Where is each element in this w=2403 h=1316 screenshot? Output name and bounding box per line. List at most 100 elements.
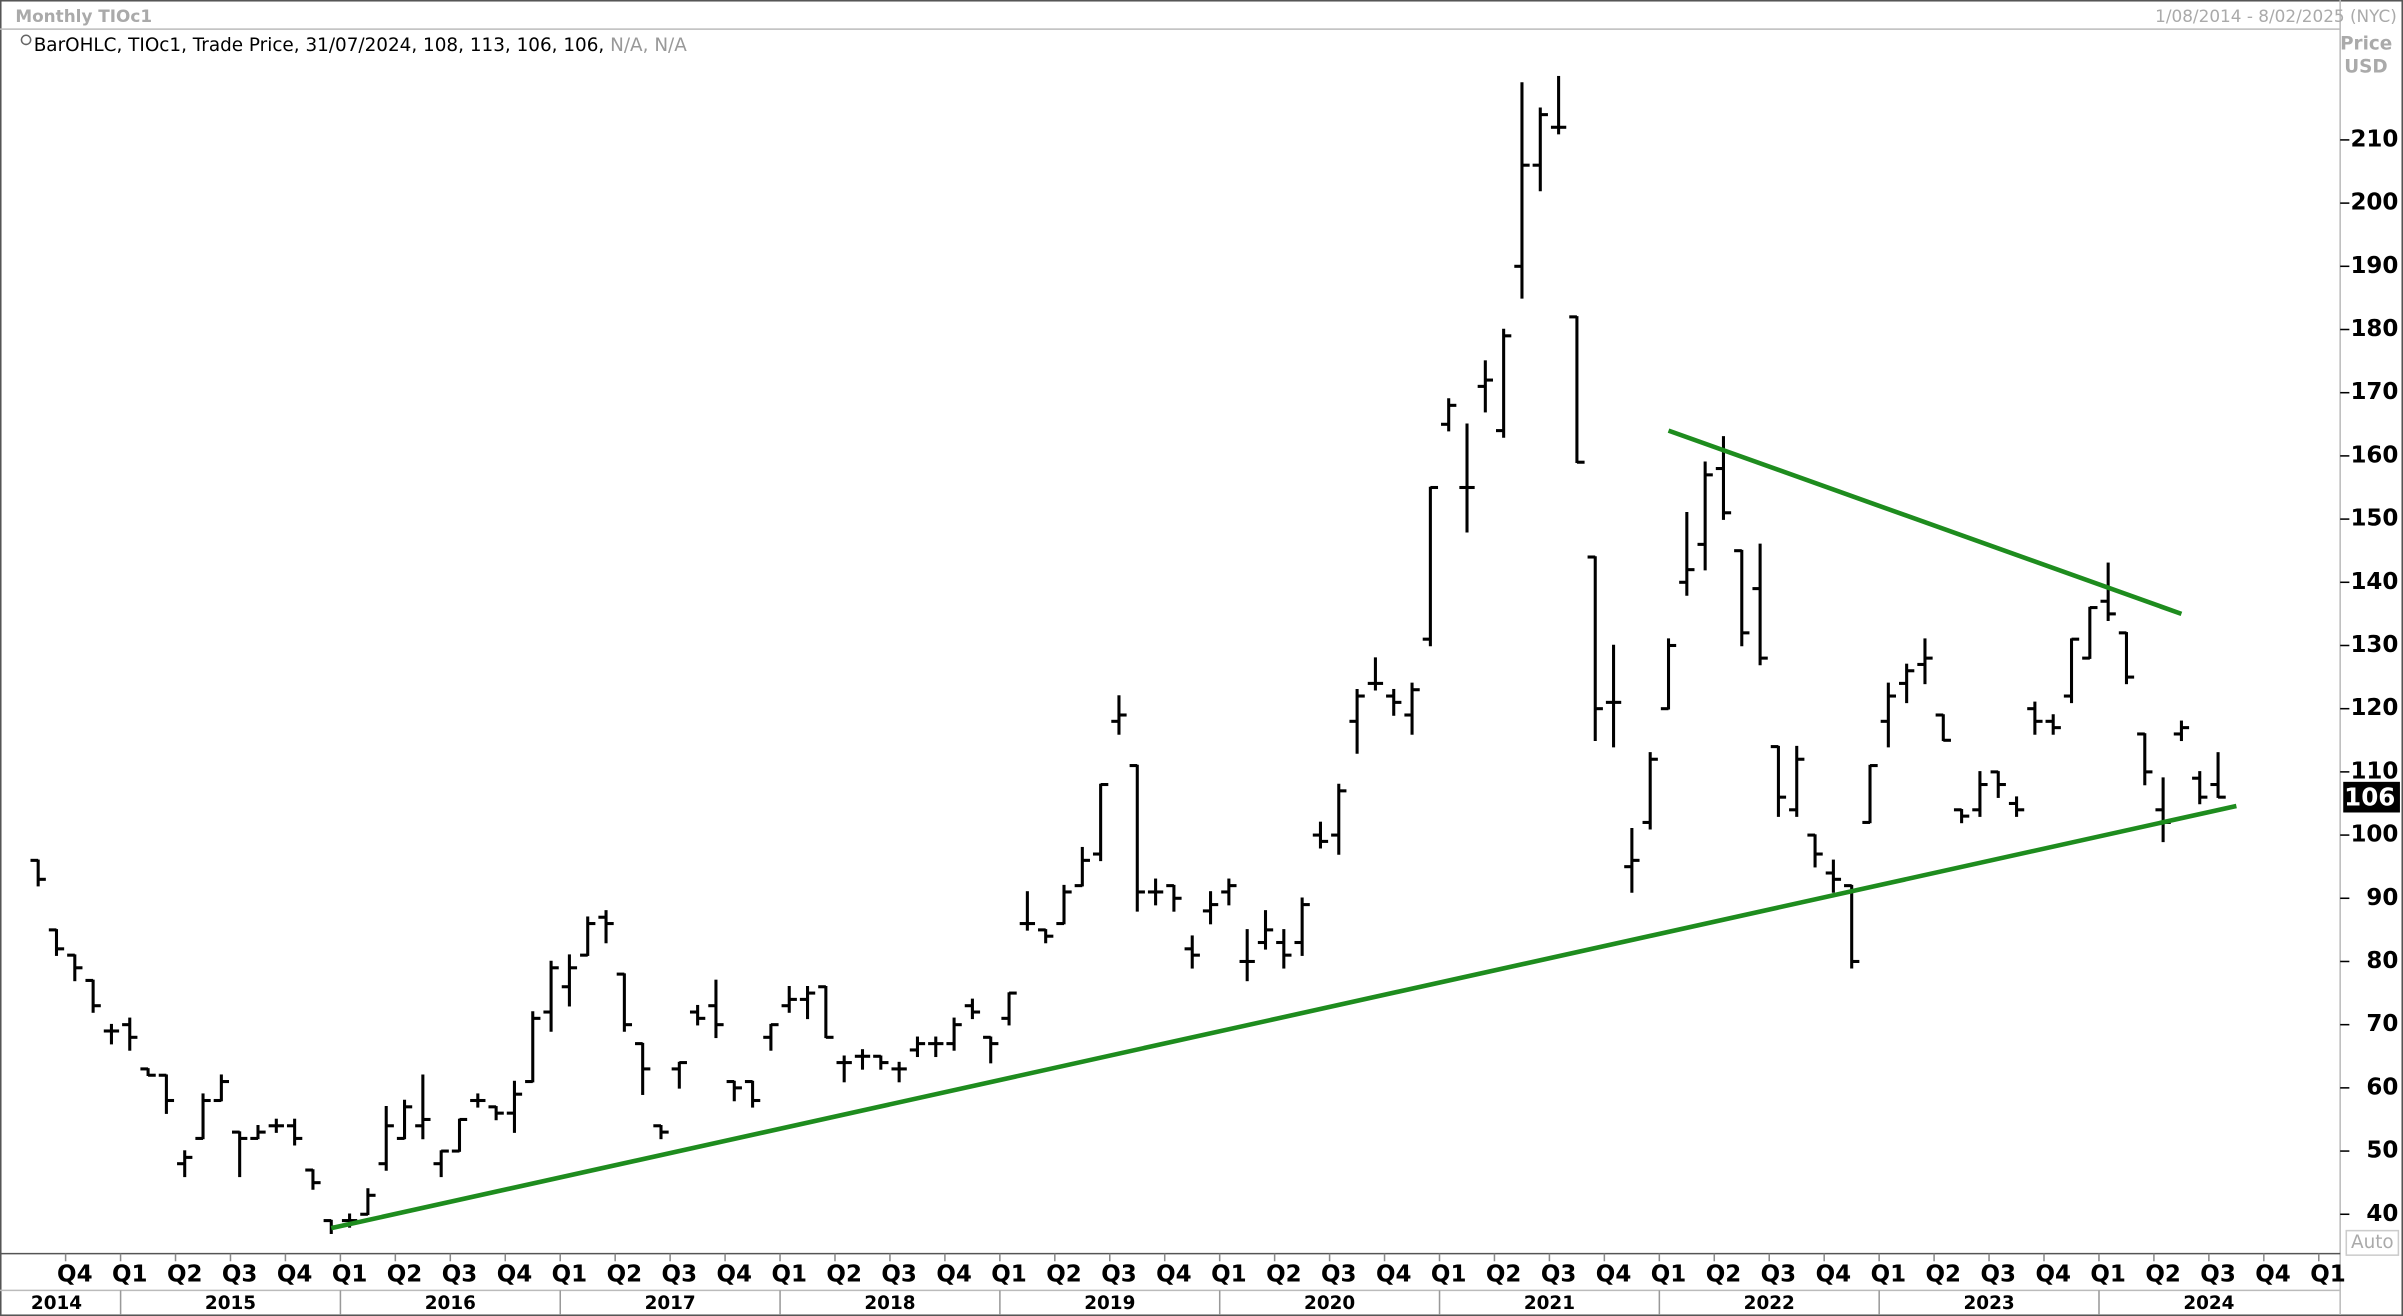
x-tick-label: Q2 [2145, 1262, 2181, 1288]
legend-text: N/A [654, 35, 687, 56]
plot-area [30, 75, 2237, 1234]
x-tick-label: Q4 [2035, 1262, 2071, 1288]
year-label: 2015 [205, 1293, 256, 1314]
x-tick-label: Q2 [1486, 1262, 1522, 1288]
y-axis-label: USD [2344, 56, 2387, 77]
x-tick-label: Q1 [332, 1262, 368, 1288]
year-label: 2024 [2183, 1293, 2234, 1314]
x-tick-label: Q3 [222, 1262, 258, 1288]
legend-text: 106 [563, 35, 598, 56]
year-label: 2020 [1304, 1293, 1355, 1314]
year-label: 2022 [1744, 1293, 1795, 1314]
x-tick-label: Q3 [1541, 1262, 1577, 1288]
y-tick-label: 100 [2350, 822, 2398, 848]
x-tick-label: Q1 [2090, 1262, 2126, 1288]
x-tick-label: Q4 [1376, 1262, 1412, 1288]
legend-text: , [505, 35, 517, 56]
x-tick-label: Q4 [1816, 1262, 1852, 1288]
x-tick-label: Q1 [2310, 1262, 2346, 1288]
legend-text: TIOc1 [127, 35, 181, 56]
legend-text: 106 [517, 35, 552, 56]
year-label: 2018 [864, 1293, 915, 1314]
x-tick-label: Q1 [771, 1262, 807, 1288]
x-tick-label: Q3 [881, 1262, 917, 1288]
x-tick-label: Q2 [387, 1262, 423, 1288]
x-tick-label: Q1 [112, 1262, 148, 1288]
last-price-box [2343, 781, 2400, 813]
y-tick-label: 160 [2350, 442, 2398, 468]
x-tick-label: Q3 [1980, 1262, 2016, 1288]
y-tick-label: 90 [2366, 885, 2398, 911]
year-label: 2021 [1524, 1293, 1575, 1314]
legend-text: 113 [470, 35, 505, 56]
x-tick-label: Q4 [57, 1262, 93, 1288]
legend-text: , [116, 35, 128, 56]
legend-text: , [411, 35, 423, 56]
y-tick-label: 120 [2350, 695, 2398, 721]
x-tick-label: Q3 [1101, 1262, 1137, 1288]
y-tick-label: 110 [2350, 758, 2398, 784]
x-tick-label: Q2 [1266, 1262, 1302, 1288]
legend-text: , [643, 35, 655, 56]
scale-mode[interactable]: Auto [2351, 1232, 2394, 1253]
y-tick-label: 50 [2366, 1138, 2398, 1164]
year-label: 2016 [425, 1293, 476, 1314]
year-label: 2014 [31, 1293, 82, 1314]
x-tick-label: Q2 [1926, 1262, 1962, 1288]
y-tick-label: 70 [2366, 1011, 2398, 1037]
last-price-label: 106 [2344, 783, 2395, 812]
y-tick-label: 140 [2350, 569, 2398, 595]
x-tick-label: Q3 [662, 1262, 698, 1288]
year-label: 2019 [1084, 1293, 1135, 1314]
x-tick-label: Q1 [1211, 1262, 1247, 1288]
y-tick-label: 180 [2350, 316, 2398, 342]
y-tick-label: 60 [2366, 1074, 2398, 1100]
legend-text: , [181, 35, 193, 56]
y-tick-label: 150 [2350, 506, 2398, 532]
chart-title: Monthly TIOc1 [15, 6, 152, 26]
year-label: 2017 [645, 1293, 696, 1314]
x-tick-label: Q1 [1871, 1262, 1907, 1288]
legend: BarOHLC, TIOc1, Trade Price, 31/07/2024,… [34, 35, 688, 56]
x-tick-label: Q1 [552, 1262, 588, 1288]
year-label: 2023 [1964, 1293, 2015, 1314]
x-tick-label: Q4 [1156, 1262, 1192, 1288]
legend-icon[interactable] [20, 34, 32, 46]
x-tick-label: Q2 [1706, 1262, 1742, 1288]
x-tick-label: Q4 [936, 1262, 972, 1288]
legend-text: Trade Price [192, 35, 294, 56]
legend-text: , [552, 35, 564, 56]
x-tick-label: Q4 [1596, 1262, 1632, 1288]
x-tick-label: Q3 [1761, 1262, 1797, 1288]
x-tick-label: Q1 [1431, 1262, 1467, 1288]
x-tick-label: Q2 [607, 1262, 643, 1288]
x-tick-label: Q3 [1321, 1262, 1357, 1288]
legend-text: BarOHLC [34, 35, 117, 56]
x-tick-label: Q2 [826, 1262, 862, 1288]
y-tick-label: 80 [2366, 948, 2398, 974]
legend-text: 31/07/2024 [305, 35, 411, 56]
y-tick-label: 130 [2350, 632, 2398, 658]
x-tick-label: Q2 [1046, 1262, 1082, 1288]
y-tick-label: 210 [2350, 126, 2398, 152]
y-tick-label: 200 [2350, 190, 2398, 216]
trendline [1667, 428, 2183, 617]
scale-mode-button[interactable] [2345, 1229, 2400, 1256]
y-tick-label: 40 [2366, 1201, 2398, 1227]
legend-text: , [598, 35, 610, 56]
y-tick-label: 170 [2350, 379, 2398, 405]
x-tick-label: Q4 [2255, 1262, 2291, 1288]
legend-text: N/A [610, 35, 643, 56]
legend-text: , [458, 35, 470, 56]
x-tick-label: Q1 [1651, 1262, 1687, 1288]
x-tick-label: Q3 [2200, 1262, 2236, 1288]
x-tick-label: Q1 [991, 1262, 1027, 1288]
x-tick-label: Q4 [717, 1262, 753, 1288]
trendline [330, 803, 2237, 1231]
x-tick-label: Q4 [497, 1262, 533, 1288]
date-range: 1/08/2014 - 8/02/2025 (NYC) [2155, 6, 2397, 26]
